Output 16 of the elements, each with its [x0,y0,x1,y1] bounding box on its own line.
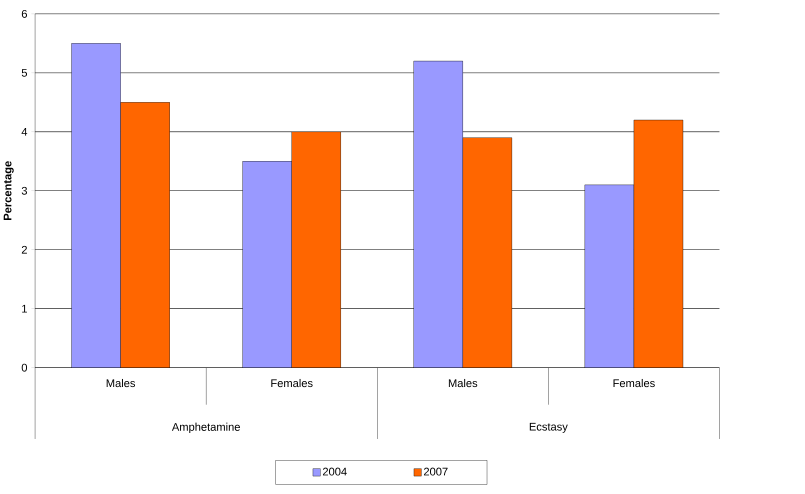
x-tick-label: Females [614,379,655,388]
y-tick-label: 2 [22,246,27,254]
y-tick-label: 1 [22,305,27,313]
text: Amphetamine [172,422,240,434]
x-tick-label: Males [448,379,478,388]
x-tick-label: Females [271,379,313,388]
y-axis-title: Percentage [4,161,14,220]
y-tick-label: 5 [22,69,28,77]
y-tick-label: 0 [22,364,28,372]
text: Ecstasy [530,423,568,434]
legend-label: 2007 [424,468,448,476]
x-tick-label: Males [106,379,136,388]
y-tick-label: 3 [22,187,27,195]
y-tick-label: 6 [22,10,27,18]
y-tick-label: 4 [22,128,28,136]
legend-label: 2004 [322,468,347,476]
